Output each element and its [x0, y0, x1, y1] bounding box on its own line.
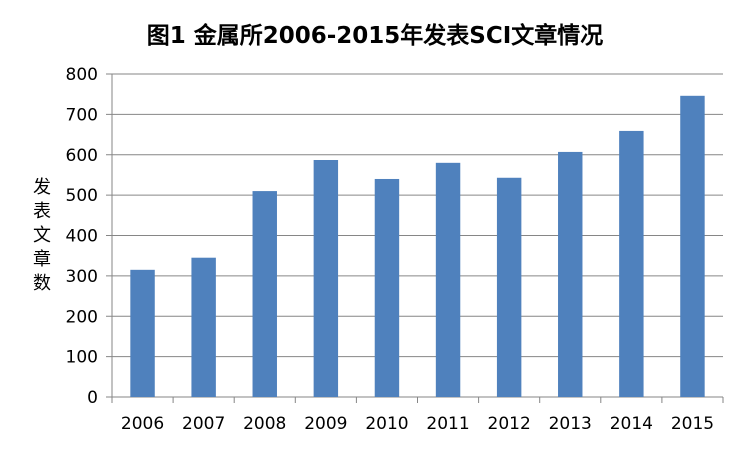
- bar-2014: [619, 130, 644, 397]
- x-tick-label: 2011: [426, 414, 469, 434]
- bar-2010: [374, 178, 400, 397]
- y-tick-label: 500: [66, 186, 98, 206]
- bar-2011: [435, 162, 461, 397]
- y-tick-label: 600: [66, 146, 98, 166]
- y-tick-label: 0: [87, 388, 98, 408]
- y-tick-label: 400: [66, 227, 98, 247]
- bar-2007: [191, 257, 216, 397]
- x-tick-label: 2015: [671, 414, 714, 434]
- y-axis-label: 发表文章数: [33, 177, 51, 294]
- x-tick-label: 2012: [488, 414, 531, 434]
- x-tick-label: 2009: [304, 414, 347, 434]
- x-tick-label: 2006: [121, 414, 164, 434]
- y-tick-label: 200: [66, 307, 98, 327]
- bar-2006: [130, 269, 155, 397]
- y-tick-label: 800: [66, 65, 98, 85]
- x-tick-label: 2014: [610, 414, 653, 434]
- bar-2012: [496, 177, 522, 397]
- x-tick-label: 2007: [182, 414, 225, 434]
- y-tick-label: 300: [66, 267, 98, 287]
- x-tick-label: 2008: [243, 414, 286, 434]
- bar-2013: [558, 151, 583, 397]
- bar-2015: [680, 95, 705, 398]
- y-tick-label: 100: [66, 348, 98, 368]
- x-tick-label: 2013: [549, 414, 592, 434]
- bar-2009: [313, 159, 339, 397]
- y-tick-label: 700: [66, 105, 98, 125]
- chart-title: 图1 金属所2006-2015年发表SCI文章情况: [146, 23, 604, 49]
- x-tick-label: 2010: [365, 414, 408, 434]
- bar-2008: [252, 191, 277, 397]
